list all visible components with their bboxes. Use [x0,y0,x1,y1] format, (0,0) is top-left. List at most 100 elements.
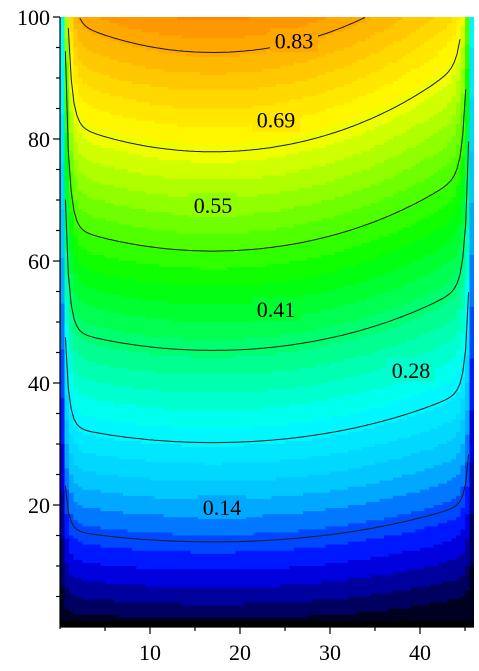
field-cell [64,78,70,82]
field-cell [460,78,466,82]
field-cell [168,47,174,52]
field-cell [249,38,255,42]
field-cell [96,81,102,85]
field-cell [69,23,75,27]
field-cell [127,35,133,39]
field-cell [451,56,457,61]
field-cell [393,74,399,79]
field-cell [280,71,286,76]
field-cell [199,81,205,85]
field-cell [334,32,340,36]
field-cell [442,78,448,82]
field-cell [312,74,318,79]
field-cell [384,65,390,70]
field-cell [163,62,169,67]
field-cell [244,81,250,85]
field-cell [321,90,327,94]
field-cell [204,59,210,64]
field-cell [91,65,97,70]
field-cell [118,23,124,27]
field-cell [442,38,448,42]
field-cell [411,44,417,49]
field-cell [118,50,124,55]
field-cell [316,78,322,82]
field-cell [415,56,421,61]
field-cell [258,65,264,70]
field-cell [262,47,268,52]
field-cell [199,44,205,49]
field-cell [258,20,264,24]
field-cell [64,41,70,46]
field-cell [195,65,201,70]
field-cell [253,65,259,70]
field-cell [285,71,291,76]
field-cell [64,81,70,85]
field-cell [213,20,219,24]
field-cell [132,29,138,33]
field-cell [411,84,417,88]
field-cell [316,59,322,64]
field-cell [60,50,66,55]
field-cell [294,26,300,30]
field-cell [244,29,250,33]
field-cell [460,17,466,21]
field-cell [339,17,345,21]
field-cell [118,84,124,88]
field-cell [253,41,259,46]
field-cell [330,68,336,73]
field-cell [231,17,237,21]
field-cell [433,44,439,49]
field-cell [316,71,322,76]
field-cell [370,26,376,30]
field-cell [402,38,408,42]
field-cell [141,53,147,58]
field-cell [231,68,237,73]
field-cell [357,23,363,27]
field-cell [172,81,178,85]
field-cell [226,81,232,85]
field-cell [465,20,471,24]
field-cell [240,87,246,91]
field-cell [325,29,331,33]
field-cell [231,87,237,91]
field-cell [262,53,268,58]
field-cell [168,17,174,21]
field-cell [244,78,250,82]
field-cell [361,71,367,76]
field-cell [231,41,237,46]
field-cell [199,59,205,64]
field-cell [312,81,318,85]
field-cell [136,38,142,42]
field-cell [348,17,354,21]
field-cell [393,29,399,33]
field-cell [177,38,183,42]
field-cell [186,56,192,61]
field-cell [334,65,340,70]
field-cell [285,81,291,85]
field-cell [249,20,255,24]
field-cell [231,38,237,42]
field-cell [159,90,165,94]
field-cell [325,44,331,49]
field-cell [375,41,381,46]
field-cell [73,65,79,70]
field-cell [442,59,448,64]
field-cell [415,65,421,70]
field-cell [195,84,201,88]
field-cell [168,65,174,70]
field-cell [141,38,147,42]
field-cell [208,38,214,42]
field-cell [91,59,97,64]
field-cell [253,53,259,58]
field-cell [397,23,403,27]
field-cell [91,44,97,49]
field-cell [298,59,304,64]
field-cell [222,23,228,27]
field-cell [222,26,228,30]
field-cell [379,68,385,73]
field-cell [280,17,286,21]
field-cell [226,68,232,73]
field-cell [213,17,219,21]
field-cell [271,17,277,21]
field-cell [64,17,70,21]
